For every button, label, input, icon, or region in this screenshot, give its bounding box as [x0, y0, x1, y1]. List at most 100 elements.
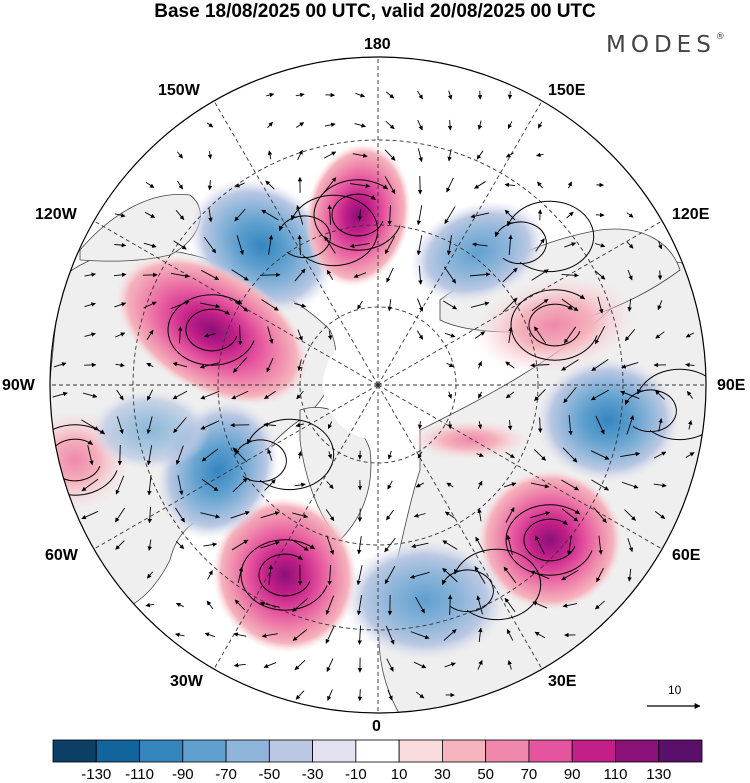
colorbar-swatch [398, 739, 443, 763]
wind-arrow [84, 332, 96, 337]
meridian-line [377, 384, 543, 670]
wind-arrow [115, 362, 125, 368]
wind-arrow [295, 690, 305, 700]
wind-arrow [144, 211, 156, 219]
wind-arrow [114, 213, 126, 218]
wind-arrow [147, 539, 152, 551]
wind-arrow [114, 507, 126, 523]
streamline [453, 548, 542, 621]
wind-arrow [626, 212, 634, 218]
wind-arrow [621, 361, 639, 369]
wind-arrow [443, 629, 457, 641]
wind-arrow [657, 300, 663, 311]
wind-arrow [447, 594, 453, 616]
wind-arrow [477, 421, 483, 430]
wind-arrow [502, 297, 518, 313]
wind-arrow [266, 357, 274, 373]
wind-arrow [173, 240, 187, 250]
streamline [528, 303, 581, 347]
wind-arrow [384, 566, 396, 585]
wind-arrow [503, 566, 517, 584]
wind-arrow [386, 267, 394, 283]
wind-arrow [234, 208, 246, 222]
lon-label-30e: 30E [548, 673, 577, 690]
wind-arrow [561, 273, 579, 278]
wind-arrow [200, 512, 221, 519]
wind-arrow [145, 181, 155, 189]
wind-arrow [568, 415, 573, 436]
wind-arrow [115, 540, 125, 550]
wind-arrow [84, 302, 96, 308]
wind-arrow [537, 181, 543, 189]
streamline [246, 418, 335, 491]
wind-arrow [206, 600, 214, 610]
wind-arrow [146, 362, 154, 368]
brand-text: MODES [606, 32, 716, 58]
meridian-line [93, 220, 379, 386]
colorbar-swatch [441, 739, 487, 763]
wind-arrow [417, 90, 423, 100]
streamline [506, 200, 595, 273]
wind-arrow [417, 421, 423, 430]
wind-arrow [535, 535, 545, 555]
streamline [636, 368, 706, 441]
wind-arrow [447, 148, 452, 162]
anomaly-magenta-canada [115, 254, 309, 406]
wind-arrow [598, 535, 603, 555]
wind-arrow [531, 298, 549, 312]
streamline [258, 553, 311, 597]
colorbar-swatch [355, 739, 400, 763]
wind-arrow [177, 151, 183, 159]
colorbar-label: 130 [646, 766, 672, 783]
wind-arrow [530, 482, 550, 489]
wind-arrow [172, 362, 188, 368]
wind-arrow [294, 659, 306, 671]
wind-arrow [324, 122, 336, 127]
map-border [49, 56, 707, 714]
wind-arrow [620, 390, 640, 399]
wind-arrow [267, 150, 273, 160]
colorbar [52, 739, 703, 763]
wind-arrow [446, 235, 453, 256]
wind-arrow [534, 449, 546, 461]
wind-arrow [621, 481, 639, 489]
wind-arrow [53, 362, 67, 368]
colorbar-label: 10 [390, 766, 408, 783]
wind-arrow [446, 177, 454, 193]
wind-arrow [409, 571, 430, 579]
wind-arrow [417, 451, 423, 459]
wind-arrow [595, 600, 605, 610]
wind-arrow [416, 205, 423, 226]
wind-arrow [507, 660, 512, 670]
wind-arrow [295, 422, 305, 428]
wind-arrow [356, 565, 363, 586]
wind-arrow [507, 91, 513, 100]
wind-arrow [146, 445, 153, 466]
wind-arrow [505, 507, 515, 523]
wind-arrow [203, 333, 216, 338]
wind-arrow [145, 602, 155, 608]
wind-arrow [327, 421, 333, 429]
wind-arrow [175, 507, 185, 523]
wind-arrow [413, 661, 427, 669]
wind-arrow [504, 182, 516, 188]
wind-arrow [627, 269, 633, 281]
colorbar-label: -90 [171, 766, 194, 783]
wind-arrow [447, 391, 452, 399]
wind-arrow [261, 633, 278, 638]
wind-arrow [384, 176, 396, 195]
wind-arrow [685, 452, 695, 458]
wind-arrow [84, 272, 96, 277]
wind-arrow [415, 596, 425, 614]
wind-arrow [387, 299, 392, 312]
wind-arrow [200, 420, 220, 430]
wind-arrow [534, 389, 546, 401]
wind-arrow [534, 631, 546, 639]
wind-arrow [593, 507, 607, 523]
wind-arrow [357, 536, 362, 555]
meridian-line [213, 100, 379, 386]
wind-arrow [417, 119, 423, 131]
wind-arrow [357, 625, 362, 645]
wind-arrow [594, 325, 606, 345]
